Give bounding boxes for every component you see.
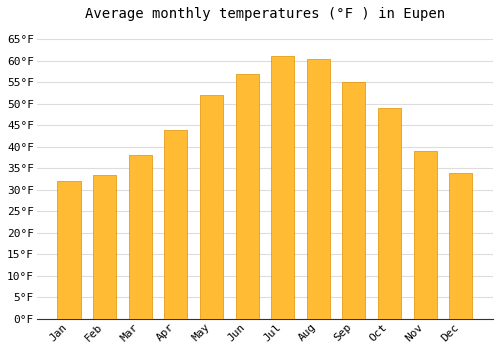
Bar <box>449 173 472 319</box>
Bar <box>200 95 223 319</box>
Bar <box>342 82 365 319</box>
Bar <box>271 56 294 319</box>
Bar <box>93 175 116 319</box>
Bar <box>58 181 80 319</box>
Bar <box>306 58 330 319</box>
Bar <box>236 74 258 319</box>
Bar <box>164 130 188 319</box>
Bar <box>378 108 401 319</box>
Title: Average monthly temperatures (°F ) in Eupen: Average monthly temperatures (°F ) in Eu… <box>85 7 445 21</box>
Bar <box>414 151 436 319</box>
Bar <box>128 155 152 319</box>
